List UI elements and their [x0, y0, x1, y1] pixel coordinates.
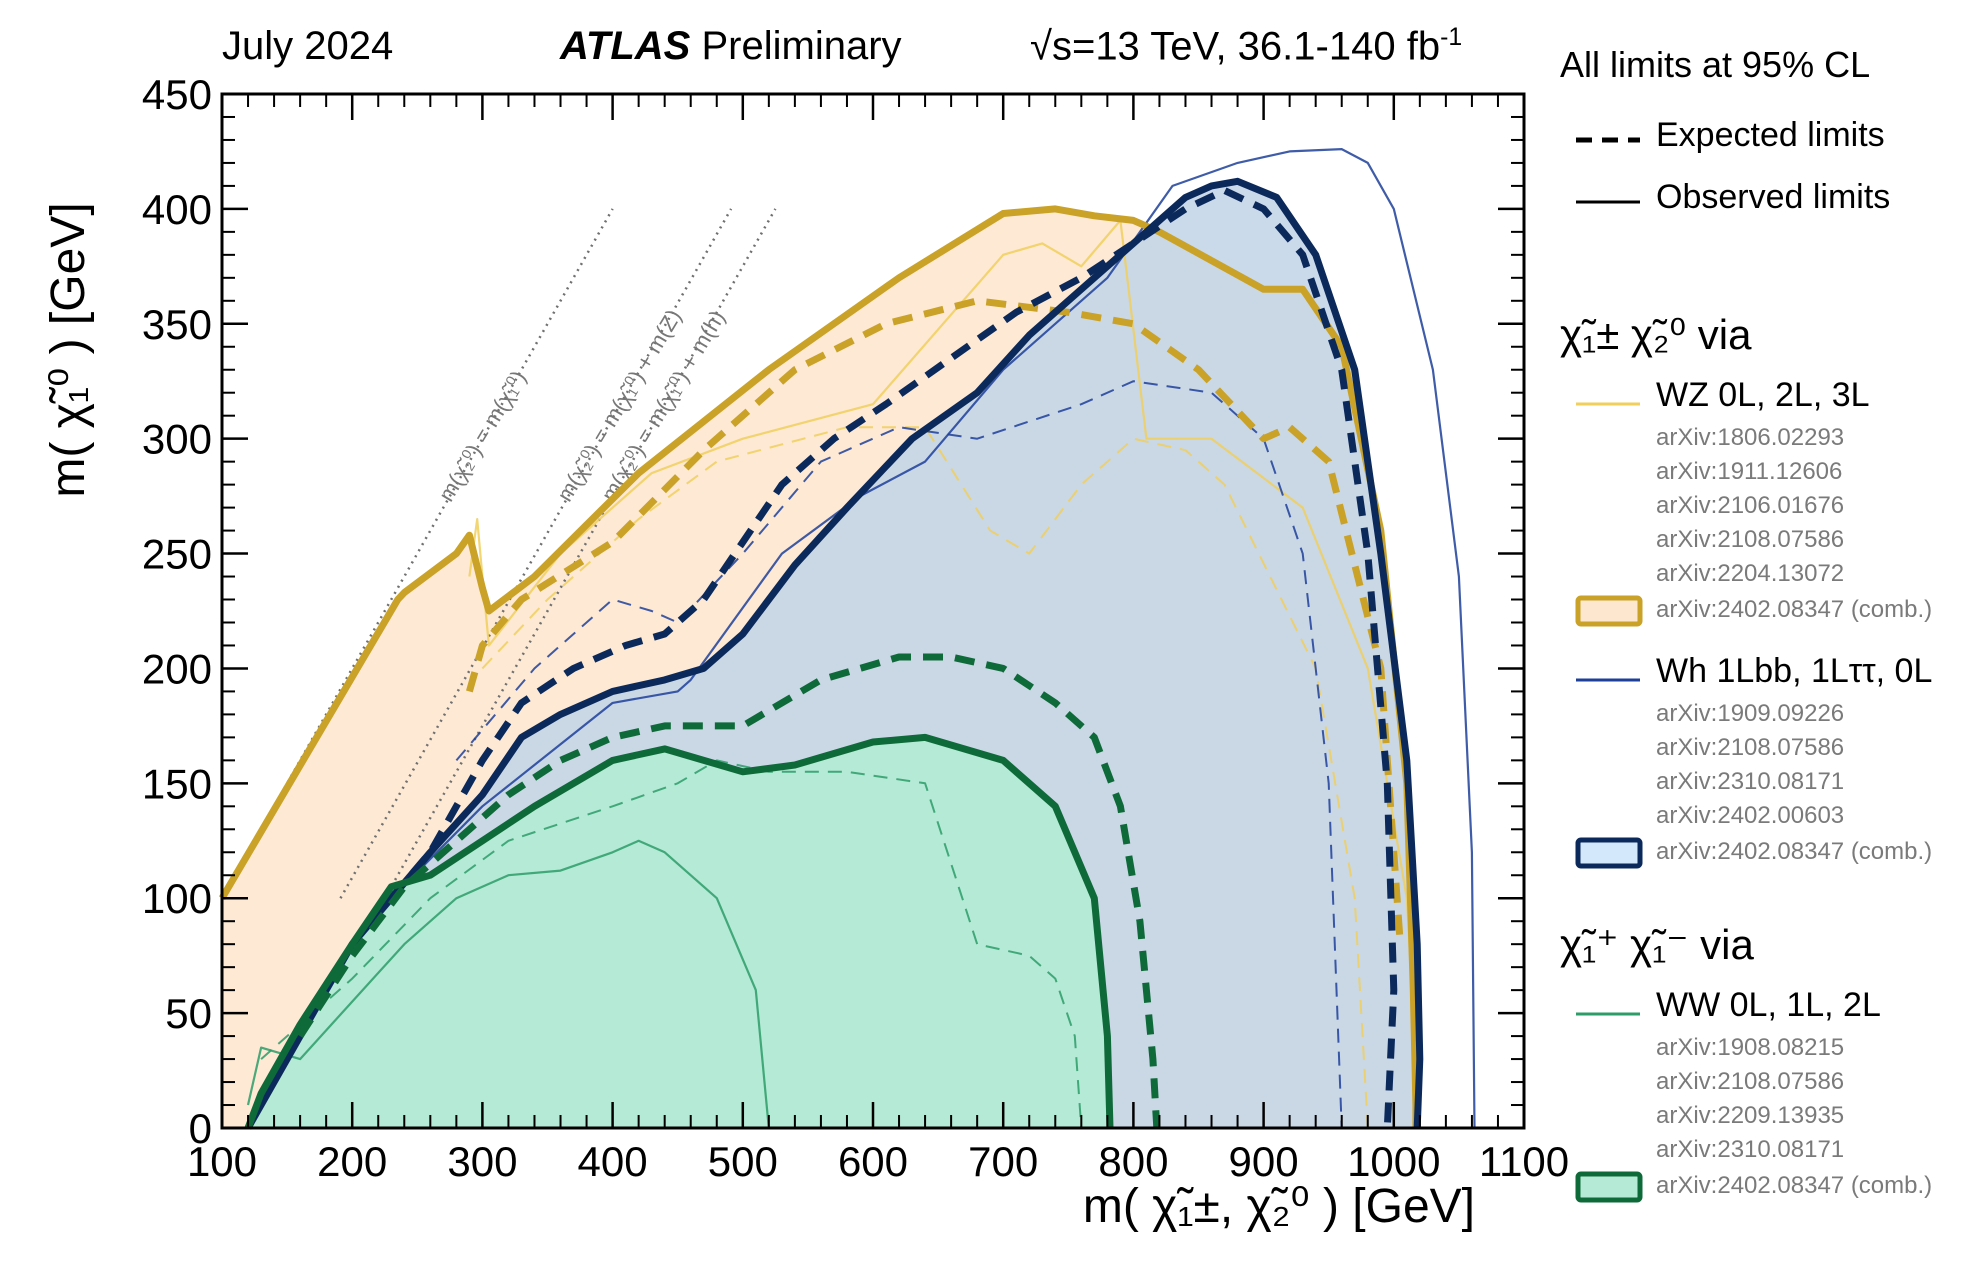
- legend-group1-title: χ̃₁± χ̃₂⁰ via: [1560, 311, 1752, 358]
- y-axis-title: m( χ̃₁⁰ ) [GeV]: [42, 202, 95, 498]
- legend-wz-ref: arXiv:1911.12606: [1656, 458, 1843, 485]
- x-tick-label: 200: [317, 1138, 387, 1185]
- wh-expected-thin-line: [455, 380, 1343, 1129]
- axis-ticks: [220, 92, 1526, 1130]
- x-tick-label: 900: [1229, 1138, 1299, 1185]
- legend-wz-ref: arXiv:1806.02293: [1656, 424, 1845, 451]
- y-tick-label: 450: [142, 71, 212, 118]
- energy-text: √s=13 TeV, 36.1-140 fb: [1030, 24, 1441, 69]
- tick-labels: 100 200 300 400 500 600 700 800 900 1000 1100 0 50 10…: [142, 71, 1569, 1185]
- legend-wh-ref: arXiv:2402.00603: [1656, 802, 1845, 829]
- ww-expected-comb-line: [297, 653, 1161, 1129]
- legend-observed: Observed limits: [1656, 178, 1891, 216]
- date-label: July 2024: [222, 24, 394, 68]
- ww-excluded-region-top: [248, 737, 1110, 1128]
- legend-ww-ref: arXiv:2310.08171: [1656, 1136, 1845, 1163]
- legend-wh-comb: arXiv:2402.08347 (comb.): [1656, 838, 1933, 865]
- legend-ww-comb: arXiv:2402.08347 (comb.): [1656, 1172, 1933, 1199]
- y-tick-label: 350: [142, 301, 212, 348]
- atlas-label: ATLAS: [560, 24, 691, 68]
- legend-ww-ref: arXiv:2108.07586: [1656, 1068, 1845, 1095]
- legend-group2-title: χ̃₁⁺ χ̃₁⁻ via: [1560, 921, 1754, 968]
- y-tick-label: 200: [142, 645, 212, 692]
- wz-expected-comb-line: [466, 297, 1404, 945]
- legend-wz-label: WZ 0L, 2L, 3L: [1656, 376, 1870, 414]
- y-tick-label: 400: [142, 186, 212, 233]
- wz-expected-thin-line: [481, 426, 1369, 1129]
- y-tick-label: 150: [142, 760, 212, 807]
- ww-observed-comb-line: [244, 733, 1114, 1130]
- legend-ww-comb-swatch: [1575, 1171, 1643, 1203]
- energy-sup: -1: [1440, 24, 1463, 51]
- wh-expected-comb-line: [388, 187, 1398, 1129]
- ww-observed-thin-line: [246, 839, 770, 1129]
- x-tick-label: 600: [838, 1138, 908, 1185]
- x-tick-label: 700: [968, 1138, 1038, 1185]
- status-label: Preliminary: [701, 24, 902, 68]
- x-axis-title: m( χ̃₁±, χ̃₂⁰ ) [GeV]: [1082, 1180, 1475, 1233]
- legend-wh-label: Wh 1Lbb, 1Lττ, 0L: [1656, 652, 1933, 690]
- y-tick-label: 300: [142, 416, 212, 463]
- x-tick-label: 800: [1098, 1138, 1168, 1185]
- legend-wh-comb-swatch: [1575, 837, 1643, 869]
- legend-wh-ref: arXiv:2108.07586: [1656, 734, 1845, 761]
- legend-wz-ref: arXiv:2106.01676: [1656, 492, 1845, 519]
- x-tick-label: 1000: [1347, 1138, 1440, 1185]
- x-tick-label: 1100: [1479, 1138, 1569, 1185]
- wh-observed-comb-line: [244, 177, 1424, 1130]
- legend-ww-ref: arXiv:1908.08215: [1656, 1034, 1845, 1061]
- kinematic-line-label: m(χ̃₂⁰) = m(χ̃₁⁰): [433, 366, 531, 506]
- x-tick-label: 300: [447, 1138, 517, 1185]
- legend-wz-ref: arXiv:2108.07586: [1656, 526, 1845, 553]
- fill-regions: [222, 181, 1420, 1129]
- y-tick-label: 100: [142, 875, 212, 922]
- x-tick-label: 100: [187, 1138, 257, 1185]
- wh-observed-thin-line: [390, 148, 1476, 1129]
- experiment-title: ATLAS Preliminary: [560, 24, 902, 69]
- y-tick-label: 0: [189, 1105, 212, 1152]
- legend-wh-ref: arXiv:2310.08171: [1656, 768, 1845, 795]
- legend-ww-label: WW 0L, 1L, 2L: [1656, 986, 1881, 1024]
- legend-wh-ref: arXiv:1909.09226: [1656, 700, 1845, 727]
- x-tick-label: 500: [708, 1138, 778, 1185]
- legend-cl-note: All limits at 95% CL: [1560, 44, 1871, 85]
- legend-wz-comb-swatch: [1575, 595, 1643, 627]
- y-tick-label: 250: [142, 531, 212, 578]
- legend-wz-ref: arXiv:2204.13072: [1656, 560, 1845, 587]
- legend-expected: Expected limits: [1656, 116, 1885, 154]
- wz-observed-thin-line: [468, 219, 1421, 1129]
- combined-limit-curves: [218, 177, 1424, 1130]
- energy-label: √s=13 TeV, 36.1-140 fb-1: [1030, 24, 1462, 69]
- legend-glyphs: [1575, 137, 1643, 1203]
- legend-ww-ref: arXiv:2209.13935: [1656, 1102, 1845, 1129]
- legend-wz-comb: arXiv:2402.08347 (comb.): [1656, 596, 1933, 623]
- y-tick-label: 50: [165, 990, 212, 1037]
- x-tick-label: 400: [578, 1138, 648, 1185]
